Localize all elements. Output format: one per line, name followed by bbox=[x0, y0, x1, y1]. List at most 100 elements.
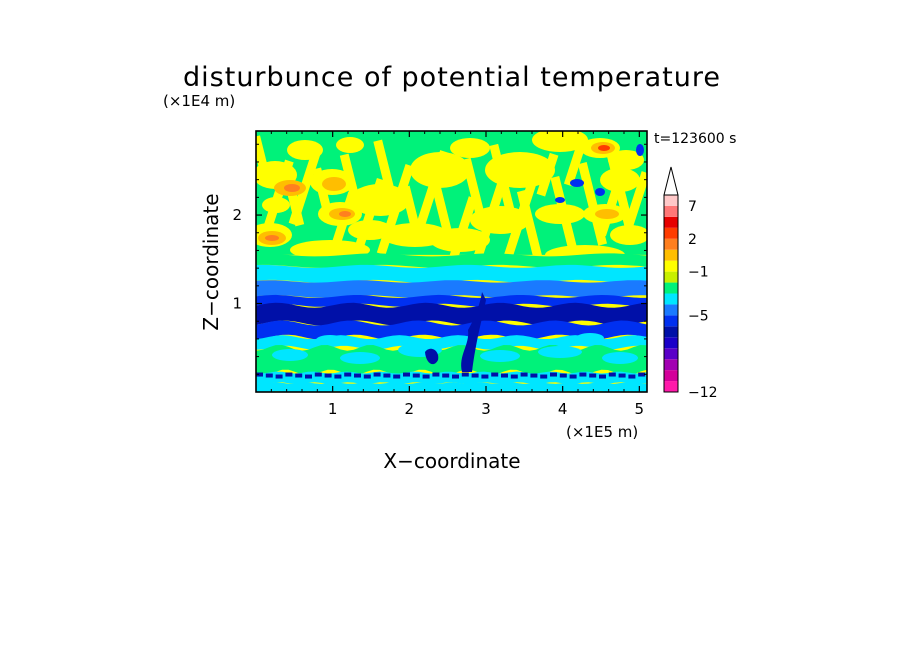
x-tick-label: 2 bbox=[405, 400, 415, 418]
field-blob bbox=[430, 228, 490, 252]
field-patch bbox=[576, 333, 604, 343]
field-patch bbox=[316, 335, 344, 345]
y-scale-label: (×1E4 m) bbox=[163, 92, 235, 110]
field-stripe bbox=[428, 171, 453, 237]
field-ground-streak bbox=[628, 374, 636, 379]
field-ground-streak bbox=[256, 372, 263, 377]
field-blob bbox=[595, 209, 619, 219]
field-blob bbox=[262, 197, 290, 213]
field-blob bbox=[339, 211, 351, 217]
colorbar-tick-label: −5 bbox=[688, 308, 709, 324]
field-band-green bbox=[256, 253, 647, 268]
field-ground-streak bbox=[344, 372, 352, 377]
field-blob bbox=[284, 184, 300, 192]
colorbar-tick-label: −1 bbox=[688, 265, 709, 281]
field-ground-streak bbox=[422, 374, 430, 379]
colorbar-swatch bbox=[664, 326, 678, 338]
field-blob bbox=[600, 168, 640, 192]
field-blob bbox=[410, 152, 470, 188]
field-stripe bbox=[516, 189, 545, 266]
field-ground-streak bbox=[520, 372, 528, 377]
colorbar-swatch bbox=[664, 238, 678, 250]
field-ground-streak bbox=[452, 374, 459, 379]
field-blob bbox=[535, 204, 585, 224]
field-band-lightblue bbox=[256, 280, 647, 298]
y-axis-label: Z−coordinate bbox=[199, 193, 223, 330]
x-scale-label: (×1E5 m) bbox=[566, 423, 638, 441]
field-ground-streak bbox=[471, 373, 479, 378]
colorbar-swatch bbox=[664, 315, 678, 327]
colorbar-swatch bbox=[664, 293, 678, 305]
field-ground-streak bbox=[324, 373, 332, 378]
field-ground-streak bbox=[599, 374, 606, 379]
colorbar-tick-label: −12 bbox=[688, 385, 718, 401]
field-blob bbox=[450, 138, 490, 158]
field-plume bbox=[461, 292, 486, 372]
x-tick-label: 5 bbox=[635, 400, 645, 418]
field-spot bbox=[555, 197, 565, 203]
field-ground-streak bbox=[530, 373, 538, 378]
plot-frame bbox=[255, 130, 648, 393]
field-ground-streak bbox=[589, 373, 597, 378]
field-ground-streak bbox=[540, 374, 548, 379]
field-ground-streak bbox=[569, 374, 577, 379]
colorbar-tick-label: 2 bbox=[688, 232, 697, 248]
x-axis: 1 2 3 4 5 bbox=[270, 131, 645, 418]
field-ground-streak bbox=[363, 374, 371, 379]
field-band-cyan bbox=[256, 264, 647, 283]
time-label: t=123600 s bbox=[654, 131, 736, 147]
field-ground-streak bbox=[265, 373, 273, 378]
field-ground-streak bbox=[501, 373, 508, 378]
colorbar-swatch bbox=[664, 282, 678, 294]
field-ground-streak bbox=[393, 374, 401, 379]
field-blob bbox=[350, 184, 410, 216]
field-ground-streak bbox=[354, 373, 361, 378]
colorbar-swatch bbox=[664, 337, 678, 349]
field-blob bbox=[485, 152, 555, 188]
x-tick-label: 4 bbox=[558, 400, 568, 418]
colorbar-swatch bbox=[664, 271, 678, 283]
field-stripe bbox=[624, 171, 647, 227]
colorbar-swatch bbox=[664, 227, 678, 239]
field-ground-streak bbox=[481, 374, 489, 379]
colorbar-extend-arrow bbox=[663, 166, 679, 196]
field-ground-streak bbox=[608, 372, 616, 377]
colorbar-swatch bbox=[664, 348, 678, 360]
field-band-bottom bbox=[256, 382, 647, 392]
field-ground-streak bbox=[638, 372, 646, 377]
field-spot bbox=[595, 188, 605, 196]
field-blob bbox=[336, 137, 364, 153]
field-patch bbox=[340, 352, 380, 364]
colorbar-swatch bbox=[664, 205, 678, 217]
colorbar-swatch bbox=[664, 370, 678, 382]
field-stripe bbox=[373, 139, 396, 197]
field-band-darkblue bbox=[256, 302, 647, 326]
field-ground-streak bbox=[314, 372, 322, 377]
field-plume-blob bbox=[425, 348, 439, 365]
y-axis: 12 bbox=[232, 143, 647, 375]
colorbar: −12−5−127 bbox=[663, 166, 718, 401]
field-ground-streak bbox=[295, 373, 303, 378]
field-ground-streak bbox=[461, 372, 469, 377]
field-ground-streak bbox=[559, 373, 567, 378]
field-stripe bbox=[577, 162, 608, 246]
field-ground-streak bbox=[550, 372, 557, 377]
x-tick-label: 1 bbox=[328, 400, 338, 418]
field-blob bbox=[287, 140, 323, 160]
field-ground-streak bbox=[579, 372, 587, 377]
field-blob bbox=[470, 206, 530, 234]
field-layer bbox=[256, 131, 647, 392]
colorbar-swatch bbox=[664, 304, 678, 316]
field-patch bbox=[272, 349, 308, 361]
field-band-green-lower bbox=[256, 345, 647, 376]
field-blob bbox=[610, 225, 647, 245]
field-stripe bbox=[288, 145, 323, 226]
field-spot bbox=[570, 179, 584, 187]
field-blob bbox=[608, 150, 644, 170]
field-ground-streak bbox=[305, 374, 312, 379]
field-ground-streak bbox=[334, 374, 342, 379]
field-patch bbox=[602, 352, 638, 364]
field-band-blue-lower bbox=[256, 320, 647, 340]
field-patch bbox=[538, 346, 582, 358]
